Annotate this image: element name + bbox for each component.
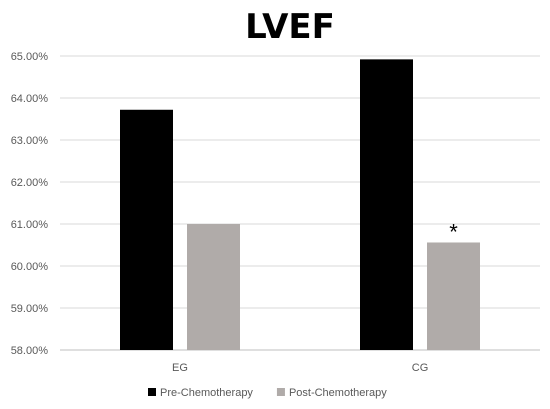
legend-swatch	[276, 388, 285, 396]
y-tick-label: 65.00%	[11, 51, 49, 63]
bar-eg-post-chemotherapy	[187, 224, 240, 350]
bars	[120, 59, 480, 351]
y-tick-label: 62.00%	[11, 177, 49, 189]
y-tick-label: 58.00%	[11, 345, 49, 357]
y-tick-label: 60.00%	[11, 261, 49, 273]
y-axis-ticks: 58.00% 59.00% 60.00% 61.00% 62.00% 63.00% 64.0…	[11, 51, 49, 357]
legend-label: Pre-Chemotherapy	[160, 387, 253, 399]
legend: Pre-Chemotherapy Post-Chemotherapy	[148, 387, 387, 399]
chart-title: LVEF	[245, 7, 335, 47]
legend-swatch	[148, 388, 156, 396]
bar-eg-pre-chemotherapy	[120, 109, 173, 350]
legend-label: Post-Chemotherapy	[289, 387, 387, 399]
annotations: *	[449, 219, 458, 244]
bar-cg-pre-chemotherapy	[360, 59, 413, 351]
y-tick-label: 64.00%	[11, 93, 49, 105]
x-tick-label: CG	[412, 362, 429, 374]
bar-cg-post-chemotherapy	[427, 242, 480, 350]
significance-marker: *	[449, 219, 458, 244]
y-tick-label: 59.00%	[11, 303, 49, 315]
y-tick-label: 61.00%	[11, 219, 49, 231]
y-tick-label: 63.00%	[11, 135, 49, 147]
x-axis-categories: EG CG	[172, 362, 428, 374]
x-tick-label: EG	[172, 362, 188, 374]
